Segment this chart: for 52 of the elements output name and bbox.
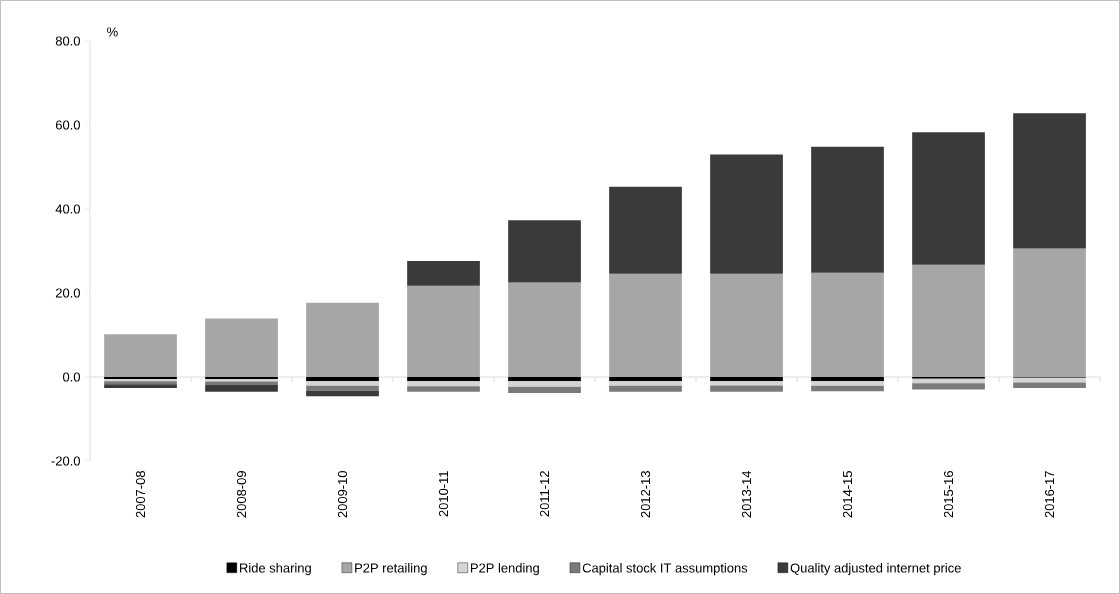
legend-label: P2P retailing [355,563,427,576]
bar [205,384,278,392]
x-tick-label: 2012-13 [640,471,651,518]
bar [811,385,884,392]
legend-label: Capital stock IT assumptions [582,563,748,576]
bar [609,186,682,274]
bar [1013,113,1086,249]
bar [710,154,783,274]
x-tick-label: 2013-14 [741,470,752,518]
bar [306,381,379,386]
bar [407,386,480,392]
legend-label: Quality adjusted internet price [790,563,961,576]
x-tick-label: 2008-09 [236,471,247,518]
bar [508,220,581,283]
y-tick-label: 20.0 [55,288,80,298]
bar [710,385,783,392]
y-axis-title: % [107,27,118,37]
bar [811,376,884,382]
x-tick-label: 2015-16 [943,471,954,518]
bar [508,381,581,387]
bar [306,385,379,391]
bar [811,146,884,273]
bar [912,132,985,265]
bar [306,376,379,382]
bar [508,376,581,382]
bar [609,381,682,386]
y-tick-label: -20.0 [51,456,80,466]
legend-label: P2P lending [470,563,539,576]
y-tick-label: 40.0 [55,204,80,214]
bar [407,376,480,382]
y-tick-label: 60.0 [55,120,80,130]
bar [609,385,682,392]
bar [306,390,379,397]
bar [407,381,480,387]
bar [508,386,581,393]
y-tick-label: 0.0 [62,372,80,382]
bar [710,381,783,386]
x-tick-label: 2011-12 [539,471,550,517]
bar [1013,377,1086,383]
x-tick-label: 2016-17 [1044,471,1055,518]
bar [811,381,884,386]
bar [1013,382,1086,388]
bar [912,383,985,390]
x-tick-label: 2010-11 [438,471,449,517]
x-tick-label: 2014-15 [842,471,853,518]
bar [609,376,682,382]
bar [710,376,783,382]
y-tick-label: 80.0 [55,36,80,46]
legend-label: Ride sharing [240,563,311,576]
bar [407,261,480,286]
x-tick-label: 2007-08 [135,471,146,518]
x-tick-label: 2009-10 [337,471,348,518]
